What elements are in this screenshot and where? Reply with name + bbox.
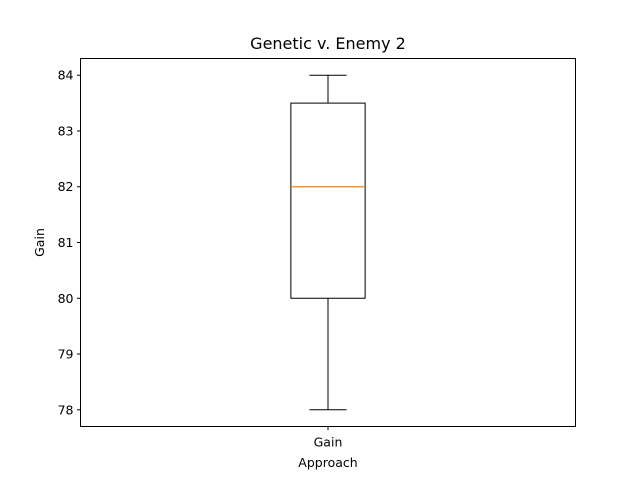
x-axis-label: Approach [298,455,357,470]
x-tick-label: Gain [314,435,343,450]
y-axis-label: Gain [32,228,47,257]
plot-area [290,74,366,411]
y-tick-label: 78 [58,402,74,417]
iqr-box [290,102,366,299]
y-tick-label: 80 [58,291,74,306]
chart-title: Genetic v. Enemy 2 [250,34,406,53]
y-tick-label: 82 [58,179,74,194]
y-tick-label: 83 [58,123,74,138]
y-tick-label: 84 [58,68,74,83]
y-tick-label: 81 [58,235,74,250]
y-tick-label: 79 [58,347,74,362]
